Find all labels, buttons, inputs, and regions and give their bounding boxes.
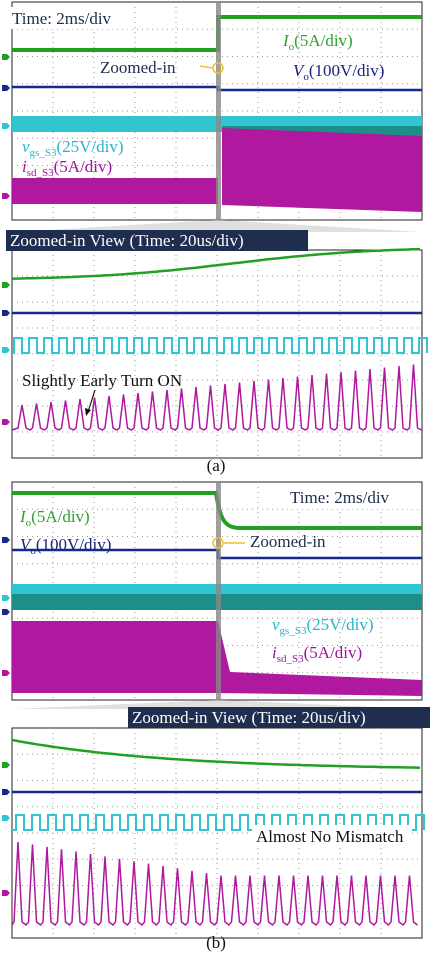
figure: Time: 2ms/div Io(5A/div) Zoomed-in Vo(10… bbox=[0, 0, 432, 954]
channel-marker bbox=[2, 890, 10, 896]
cursor bbox=[216, 482, 221, 700]
channel-marker bbox=[2, 54, 10, 60]
channel-marker bbox=[2, 789, 10, 795]
channel-marker bbox=[2, 609, 10, 615]
zoom-title: Zoomed-in View (Time: 20us/div) bbox=[132, 708, 366, 727]
zoom-marker: Zoomed-in bbox=[250, 532, 326, 551]
band bbox=[12, 621, 218, 693]
channel-marker bbox=[2, 419, 10, 425]
cursor bbox=[216, 2, 221, 220]
channel-marker bbox=[2, 282, 10, 288]
channel-marker bbox=[2, 123, 10, 129]
caption: (a) bbox=[207, 456, 226, 475]
channel-marker bbox=[2, 347, 10, 353]
caption: (b) bbox=[206, 933, 226, 952]
channel-marker bbox=[2, 85, 10, 91]
time-label: Time: 2ms/div bbox=[290, 488, 390, 507]
channel-marker bbox=[2, 310, 10, 316]
band bbox=[222, 128, 422, 212]
channel-marker bbox=[2, 595, 10, 601]
zoom-title: Zoomed-in View (Time: 20us/div) bbox=[10, 231, 244, 250]
channel-marker bbox=[2, 762, 10, 768]
zoom-annotation: Slightly Early Turn ON bbox=[22, 371, 182, 390]
channel-marker bbox=[2, 815, 10, 821]
channel-marker bbox=[2, 537, 10, 543]
zoom-annotation: Almost No Mismatch bbox=[256, 827, 404, 846]
band bbox=[12, 178, 218, 204]
channel-marker bbox=[2, 193, 10, 199]
time-label: Time: 2ms/div bbox=[12, 9, 112, 28]
channel-marker bbox=[2, 670, 10, 676]
zoom-marker: Zoomed-in bbox=[100, 58, 176, 77]
